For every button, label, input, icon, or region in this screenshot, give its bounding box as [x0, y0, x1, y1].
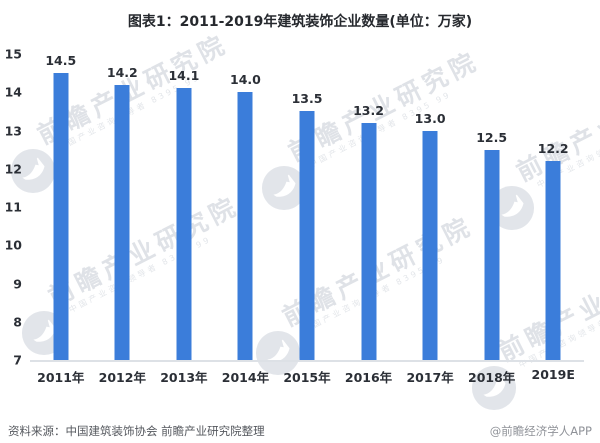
bar-value-label: 14.1	[168, 68, 200, 84]
source-note: 资料来源：中国建筑装饰协会 前瞻产业研究院整理	[8, 424, 265, 438]
y-tick-label: 14	[4, 84, 22, 100]
footer: 资料来源：中国建筑装饰协会 前瞻产业研究院整理 @前瞻经济学人APP	[0, 411, 600, 443]
x-tick-label: 2016年	[344, 370, 393, 385]
bar	[53, 73, 69, 360]
bar	[299, 111, 315, 360]
bar-column: 12.5 2018年	[461, 54, 523, 385]
bar	[176, 88, 192, 360]
bar-value-label: 12.5	[476, 129, 508, 145]
bar-column: 12.2 2019E	[522, 54, 584, 382]
y-tick-label: 10	[4, 237, 22, 253]
y-tick-label: 13	[4, 123, 22, 138]
bar-column: 13.5 2015年	[276, 54, 338, 385]
x-tick-label: 2014年	[221, 370, 270, 385]
bar-column: 14.0 2014年	[215, 54, 277, 385]
plot-area: 14.5 2011年 14.2 2012年 14.1 2013年 14.0 2014年 13.5…	[30, 53, 584, 386]
bar-value-label: 13.5	[291, 91, 323, 107]
bar	[545, 161, 561, 360]
bar	[422, 130, 438, 360]
bar-column: 14.2 2012年	[92, 54, 154, 385]
bar	[114, 84, 130, 360]
y-tick-label: 12	[4, 161, 22, 177]
x-tick-label: 2017年	[406, 370, 454, 385]
bar	[361, 122, 377, 360]
x-tick-label: 2015年	[283, 370, 331, 385]
x-tick-label: 2018年	[467, 370, 516, 385]
x-tick-label: 2019E	[531, 367, 575, 382]
bar-column: 14.1 2013年	[153, 54, 215, 385]
x-tick-label: 2012年	[98, 370, 146, 385]
bar-value-label: 13.0	[414, 110, 446, 126]
bar-column: 13.2 2016年	[338, 54, 400, 385]
y-tick-label: 7	[13, 352, 22, 368]
credit-note: @前瞻经济学人APP	[489, 424, 592, 438]
y-tick-label: 9	[13, 276, 22, 291]
bar-value-label: 12.2	[537, 141, 569, 157]
bar-column: 14.5 2011年	[30, 53, 92, 385]
bar	[237, 92, 253, 360]
bar-value-label: 13.2	[353, 102, 384, 118]
x-tick-label: 2013年	[160, 370, 208, 385]
bar	[484, 149, 500, 360]
y-tick-label: 11	[4, 199, 22, 215]
bar-value-label: 14.2	[106, 64, 138, 80]
bar-column: 13.0 2017年	[399, 54, 461, 386]
y-tick-label: 15	[4, 46, 22, 62]
y-tick-label: 8	[13, 314, 22, 330]
chart-title: 图表1：2011-2019年建筑装饰企业数量(单位：万家)	[127, 14, 473, 30]
bar-value-label: 14.0	[230, 72, 261, 88]
bar-value-label: 14.5	[45, 53, 77, 69]
x-tick-label: 2011年	[37, 370, 85, 385]
y-axis: 15 14 13 12 11 10 9 8 7	[0, 47, 24, 368]
